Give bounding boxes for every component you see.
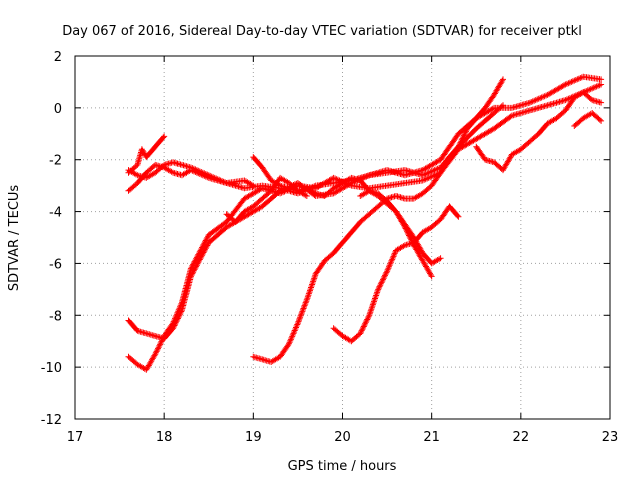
- y-tick-label: -8: [49, 309, 62, 324]
- x-axis-label: GPS time / hours: [288, 459, 397, 474]
- axis-ticks: 17 18 19 20 21 22 23 -12 -10 -8 -6 -4 -2 0 2: [41, 50, 619, 445]
- y-tick-label: -6: [49, 257, 62, 272]
- series-markers: [473, 89, 605, 174]
- x-tick-label: 20: [334, 430, 351, 445]
- series-track-4: [125, 73, 605, 342]
- series-track-10: [357, 187, 435, 280]
- x-tick-label: 17: [67, 430, 84, 445]
- series-markers: [330, 203, 462, 345]
- y-tick-label: -12: [41, 413, 62, 428]
- series-track-11: [473, 89, 605, 174]
- chart-title: Day 067 of 2016, Sidereal Day-to-day VTE…: [62, 24, 582, 39]
- series-markers: [250, 76, 506, 365]
- series-track-12: [571, 110, 605, 129]
- series-track-9: [330, 203, 462, 345]
- x-tick-label: 23: [602, 430, 619, 445]
- y-tick-label: -10: [41, 361, 62, 376]
- x-tick-label: 22: [513, 430, 530, 445]
- y-tick-label: 0: [54, 102, 62, 117]
- y-tick-label: -2: [49, 154, 62, 169]
- x-tick-label: 18: [156, 430, 173, 445]
- y-tick-label: 2: [54, 50, 62, 65]
- series-markers: [571, 110, 605, 129]
- y-axis-label: SDTVAR / TECUs: [7, 185, 22, 292]
- x-tick-label: 21: [423, 430, 440, 445]
- y-tick-label: -4: [49, 206, 62, 221]
- grid: [75, 56, 610, 419]
- series-markers: [125, 73, 605, 342]
- series-track-8: [250, 76, 506, 365]
- series-markers: [357, 187, 435, 280]
- data-series: [125, 73, 605, 373]
- x-tick-label: 19: [245, 430, 262, 445]
